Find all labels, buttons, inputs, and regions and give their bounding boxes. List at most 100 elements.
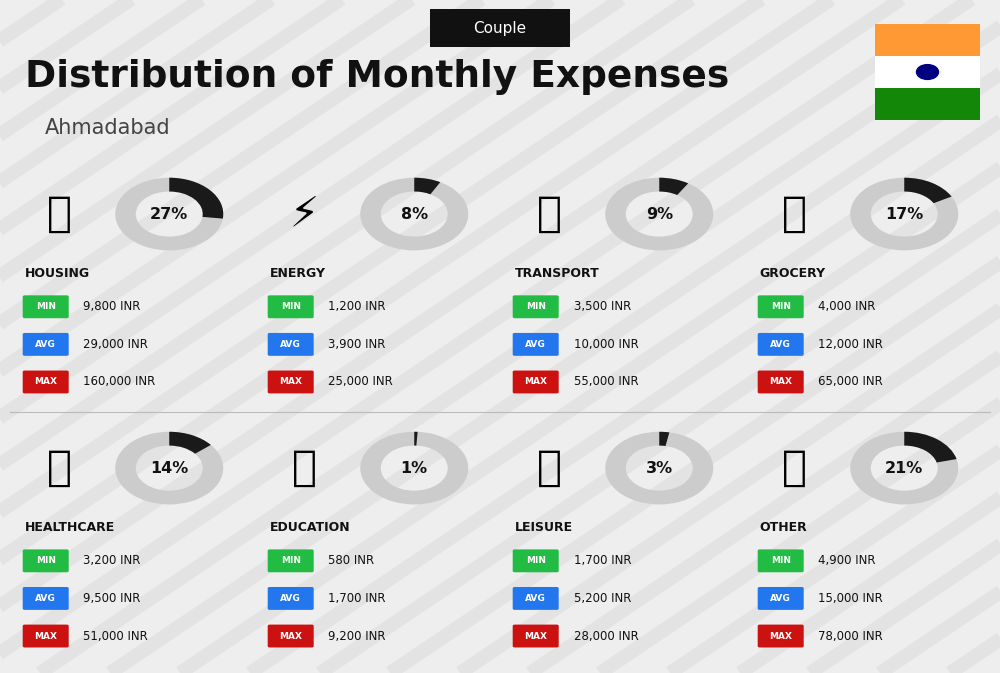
Wedge shape <box>360 432 468 505</box>
Text: 4,900 INR: 4,900 INR <box>818 555 876 567</box>
Text: EDUCATION: EDUCATION <box>270 522 350 534</box>
Circle shape <box>916 65 938 79</box>
Wedge shape <box>904 432 957 462</box>
Text: MAX: MAX <box>524 378 547 386</box>
FancyBboxPatch shape <box>513 549 559 572</box>
FancyBboxPatch shape <box>23 587 69 610</box>
Text: 55,000 INR: 55,000 INR <box>574 376 638 388</box>
Text: MIN: MIN <box>281 557 301 565</box>
Text: MIN: MIN <box>36 302 56 312</box>
Text: ⚡: ⚡ <box>289 193 319 235</box>
Text: 3%: 3% <box>646 460 673 476</box>
Text: 28,000 INR: 28,000 INR <box>574 629 638 643</box>
FancyBboxPatch shape <box>758 549 804 572</box>
Text: 🚌: 🚌 <box>536 193 562 235</box>
Text: 💰: 💰 <box>782 447 806 489</box>
Wedge shape <box>414 432 418 446</box>
Wedge shape <box>659 432 669 446</box>
Text: 1%: 1% <box>401 460 428 476</box>
FancyBboxPatch shape <box>758 587 804 610</box>
Wedge shape <box>605 178 713 250</box>
Text: 17%: 17% <box>885 207 923 221</box>
Text: MIN: MIN <box>526 302 546 312</box>
Wedge shape <box>115 178 223 250</box>
Text: 10,000 INR: 10,000 INR <box>574 338 638 351</box>
Wedge shape <box>115 432 223 505</box>
Text: 9%: 9% <box>646 207 673 221</box>
FancyBboxPatch shape <box>268 587 314 610</box>
Text: Ahmadabad: Ahmadabad <box>45 118 171 138</box>
Wedge shape <box>850 178 958 250</box>
Text: 🏢: 🏢 <box>47 193 72 235</box>
Text: MAX: MAX <box>279 631 302 641</box>
Text: 🛒: 🛒 <box>782 193 806 235</box>
Wedge shape <box>360 178 468 250</box>
Text: 29,000 INR: 29,000 INR <box>83 338 148 351</box>
FancyBboxPatch shape <box>23 549 69 572</box>
Text: 3,900 INR: 3,900 INR <box>328 338 386 351</box>
Wedge shape <box>169 178 223 219</box>
Text: 9,200 INR: 9,200 INR <box>328 629 386 643</box>
FancyBboxPatch shape <box>758 333 804 356</box>
Text: 9,500 INR: 9,500 INR <box>83 592 141 605</box>
Text: AVG: AVG <box>280 594 301 603</box>
Text: TRANSPORT: TRANSPORT <box>515 267 599 280</box>
FancyBboxPatch shape <box>268 625 314 647</box>
FancyBboxPatch shape <box>875 88 980 120</box>
Text: LEISURE: LEISURE <box>515 522 573 534</box>
Text: MAX: MAX <box>34 631 57 641</box>
Text: 4,000 INR: 4,000 INR <box>818 300 876 313</box>
Wedge shape <box>904 178 952 203</box>
FancyBboxPatch shape <box>513 295 559 318</box>
Text: 14%: 14% <box>150 460 188 476</box>
Text: 160,000 INR: 160,000 INR <box>83 376 156 388</box>
Text: 9,800 INR: 9,800 INR <box>83 300 141 313</box>
FancyBboxPatch shape <box>268 371 314 394</box>
Text: Couple: Couple <box>473 21 527 36</box>
Text: MAX: MAX <box>34 378 57 386</box>
Text: AVG: AVG <box>525 340 546 349</box>
FancyBboxPatch shape <box>875 56 980 88</box>
Text: MAX: MAX <box>524 631 547 641</box>
Text: 8%: 8% <box>401 207 428 221</box>
FancyBboxPatch shape <box>513 333 559 356</box>
Text: AVG: AVG <box>35 594 56 603</box>
Text: 27%: 27% <box>150 207 188 221</box>
FancyBboxPatch shape <box>23 625 69 647</box>
Text: 1,700 INR: 1,700 INR <box>328 592 386 605</box>
FancyBboxPatch shape <box>268 295 314 318</box>
Wedge shape <box>605 432 713 505</box>
FancyBboxPatch shape <box>268 333 314 356</box>
Text: OTHER: OTHER <box>760 522 807 534</box>
Text: 21%: 21% <box>885 460 923 476</box>
Text: 78,000 INR: 78,000 INR <box>818 629 883 643</box>
Text: 12,000 INR: 12,000 INR <box>818 338 883 351</box>
FancyBboxPatch shape <box>758 371 804 394</box>
Text: 65,000 INR: 65,000 INR <box>818 376 883 388</box>
FancyBboxPatch shape <box>875 24 980 56</box>
Text: MIN: MIN <box>771 302 791 312</box>
Text: 3,500 INR: 3,500 INR <box>574 300 631 313</box>
FancyBboxPatch shape <box>513 625 559 647</box>
Text: AVG: AVG <box>35 340 56 349</box>
Text: MAX: MAX <box>769 378 792 386</box>
Text: Distribution of Monthly Expenses: Distribution of Monthly Expenses <box>25 59 729 96</box>
Text: 1,200 INR: 1,200 INR <box>328 300 386 313</box>
FancyBboxPatch shape <box>758 625 804 647</box>
Wedge shape <box>414 178 440 194</box>
FancyBboxPatch shape <box>430 9 570 47</box>
Text: 25,000 INR: 25,000 INR <box>328 376 393 388</box>
Text: 🎓: 🎓 <box>292 447 316 489</box>
Wedge shape <box>169 432 211 454</box>
Text: HEALTHCARE: HEALTHCARE <box>25 522 115 534</box>
Text: MAX: MAX <box>769 631 792 641</box>
Text: AVG: AVG <box>280 340 301 349</box>
Text: HOUSING: HOUSING <box>25 267 90 280</box>
FancyBboxPatch shape <box>513 587 559 610</box>
Text: GROCERY: GROCERY <box>760 267 826 280</box>
Text: ENERGY: ENERGY <box>270 267 326 280</box>
Text: 580 INR: 580 INR <box>328 555 375 567</box>
Text: 1,700 INR: 1,700 INR <box>574 555 631 567</box>
FancyBboxPatch shape <box>758 295 804 318</box>
Text: 🏥: 🏥 <box>47 447 72 489</box>
